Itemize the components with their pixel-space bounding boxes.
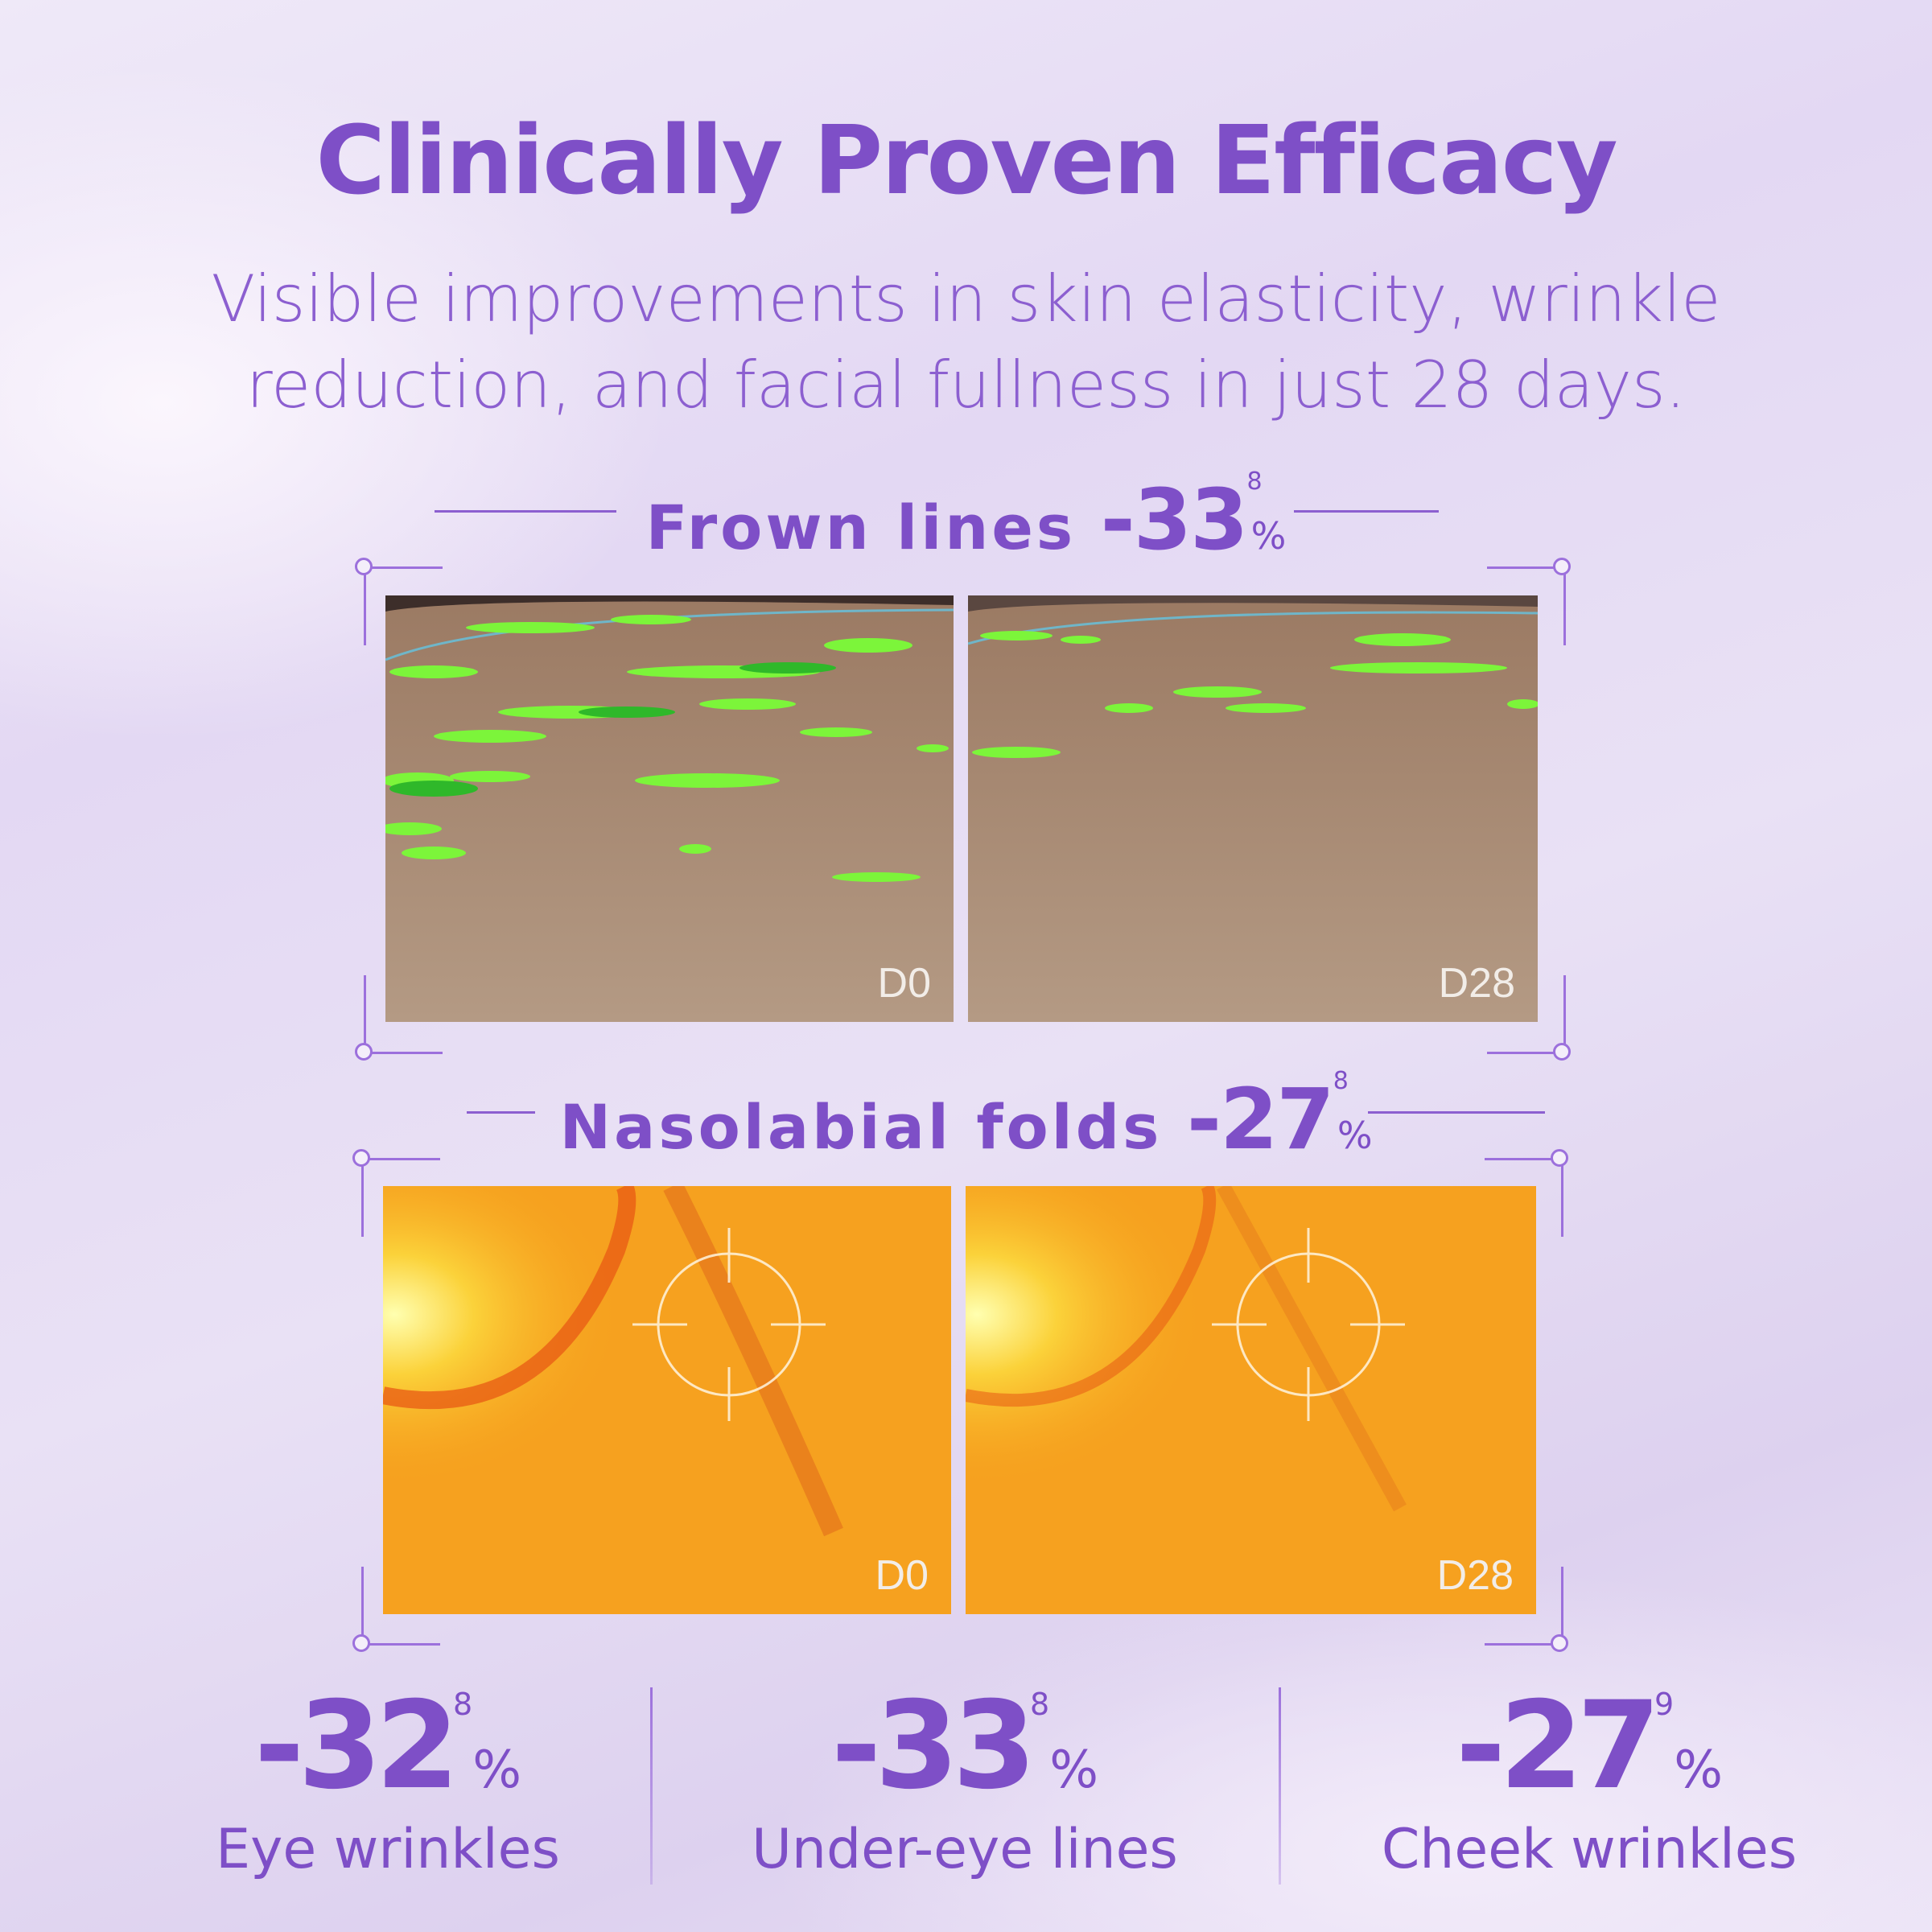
nasolabial-after-image: D28	[966, 1186, 1536, 1614]
subtitle-line-1: Visible improvements in skin elasticity,…	[211, 262, 1721, 336]
unit: %	[1049, 1740, 1098, 1800]
bracket-dot	[1553, 558, 1571, 575]
sign: -	[1186, 1070, 1221, 1168]
bracket-dot	[1551, 1149, 1568, 1167]
stat-label: Eye wrinkles	[216, 1818, 560, 1881]
header-rule-right	[1294, 510, 1439, 513]
skin-wrinkle-map	[968, 595, 1538, 1022]
nasolabial-before-image: D0	[383, 1186, 951, 1614]
heatmap	[966, 1186, 1536, 1614]
header-rule-left	[435, 510, 616, 513]
stat-eye-wrinkles: -328% Eye wrinkles	[106, 1686, 669, 1881]
stat-divider	[650, 1687, 653, 1885]
sign: -	[253, 1676, 304, 1816]
after-label: D28	[1438, 960, 1515, 1007]
before-label: D0	[875, 1552, 929, 1599]
skin-wrinkle-map	[385, 595, 954, 1022]
before-label: D0	[877, 960, 931, 1007]
sign: -	[830, 1676, 881, 1816]
crosshair-icon	[632, 1228, 826, 1421]
bracket-dot	[355, 558, 373, 575]
footnote: 8	[1246, 468, 1266, 496]
footnote: 9	[1654, 1687, 1675, 1722]
section-label: Frown lines	[645, 492, 1077, 563]
sign: -	[1455, 1676, 1506, 1816]
nasolabial-folds-header: Nasolabial folds -278%	[0, 1067, 1932, 1168]
header-rule-right	[1368, 1111, 1545, 1114]
stat-divider	[1279, 1687, 1281, 1885]
bracket-dot	[355, 1043, 373, 1061]
bracket-dot	[1551, 1634, 1568, 1652]
footnote: 8	[1333, 1067, 1352, 1095]
frown-lines-before-image: D0	[385, 595, 954, 1022]
unit: %	[472, 1740, 521, 1800]
bracket-bottom-right	[1487, 975, 1566, 1054]
bracket-dot	[352, 1149, 370, 1167]
header-rule-left	[467, 1111, 535, 1114]
bracket-dot	[352, 1634, 370, 1652]
heatmap	[383, 1186, 951, 1614]
section-value: 27	[1219, 1070, 1335, 1168]
bracket-top-right	[1485, 1158, 1563, 1237]
bracket-top-left	[361, 1158, 440, 1237]
bracket-bottom-left	[364, 975, 443, 1054]
frown-lines-header: Frown lines -338%	[0, 468, 1932, 569]
stat-value: 32	[298, 1676, 459, 1816]
stat-label: Cheek wrinkles	[1381, 1818, 1798, 1881]
page-title: Clinically Proven Efficacy	[315, 105, 1617, 216]
frown-lines-after-image: D28	[968, 595, 1538, 1022]
subtitle-line-2: reduction, and facial fullness in just 2…	[245, 348, 1687, 422]
stat-value: 27	[1499, 1676, 1661, 1816]
bracket-bottom-right	[1485, 1567, 1563, 1646]
stat-label: Under-eye lines	[752, 1818, 1178, 1881]
stat-value: 33	[875, 1676, 1036, 1816]
unit: %	[1337, 1114, 1373, 1157]
stat-cheek-wrinkles: -279% Cheek wrinkles	[1308, 1686, 1871, 1881]
sign: -	[1100, 471, 1135, 569]
bracket-bottom-left	[361, 1567, 440, 1646]
section-label: Nasolabial folds	[559, 1091, 1163, 1163]
unit: %	[1250, 514, 1287, 558]
footnote: 8	[453, 1687, 473, 1722]
bracket-top-right	[1487, 566, 1566, 645]
bracket-top-left	[364, 566, 443, 645]
section-value: 33	[1133, 471, 1249, 569]
footnote: 8	[1030, 1687, 1050, 1722]
crosshair-icon	[1212, 1228, 1405, 1421]
bracket-dot	[1553, 1043, 1571, 1061]
after-label: D28	[1436, 1552, 1514, 1599]
unit: %	[1674, 1740, 1723, 1800]
stat-under-eye-lines: -338% Under-eye lines	[683, 1686, 1246, 1881]
